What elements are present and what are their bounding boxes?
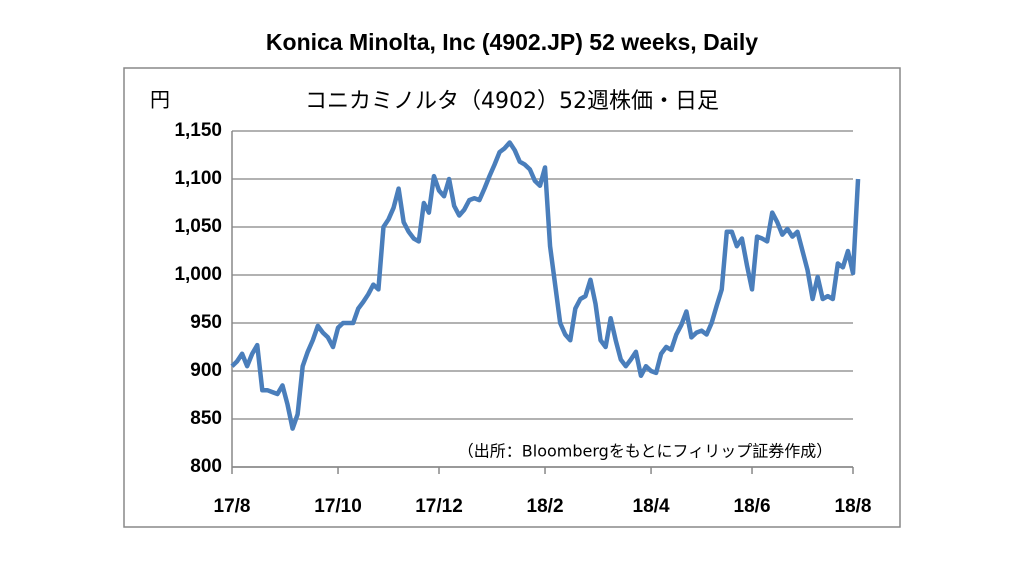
x-tick-label: 17/12 <box>415 496 463 517</box>
annotation: （出所：Bloombergをもとにフィリップ証券作成） <box>458 442 832 461</box>
y-tick-label: 800 <box>190 456 222 477</box>
y-tick-label: 900 <box>190 360 222 381</box>
y-tick-label: 1,100 <box>174 168 222 189</box>
x-tick-label: 18/8 <box>835 496 872 517</box>
y-tick-label: 850 <box>190 408 222 429</box>
y-tick-label: 950 <box>190 312 222 333</box>
y-tick-label: 1,000 <box>174 264 222 285</box>
x-tick-label: 18/4 <box>633 496 670 517</box>
line-series <box>230 140 861 431</box>
chart-subtitle: コニカミノルタ（4902）52週株価・日足 <box>305 89 719 114</box>
y-tick-label: 1,050 <box>174 216 222 237</box>
chart-title: Konica Minolta, Inc (4902.JP) 52 weeks, … <box>266 29 758 55</box>
chart-frame <box>123 67 901 528</box>
y-tick-label: 1,150 <box>174 120 222 141</box>
x-tick-label: 18/2 <box>527 496 564 517</box>
x-tick-label: 17/10 <box>314 496 362 517</box>
x-tick-label: 18/6 <box>734 496 771 517</box>
y-axis-label: 円 <box>150 88 170 112</box>
x-tick-label: 17/8 <box>214 496 251 517</box>
